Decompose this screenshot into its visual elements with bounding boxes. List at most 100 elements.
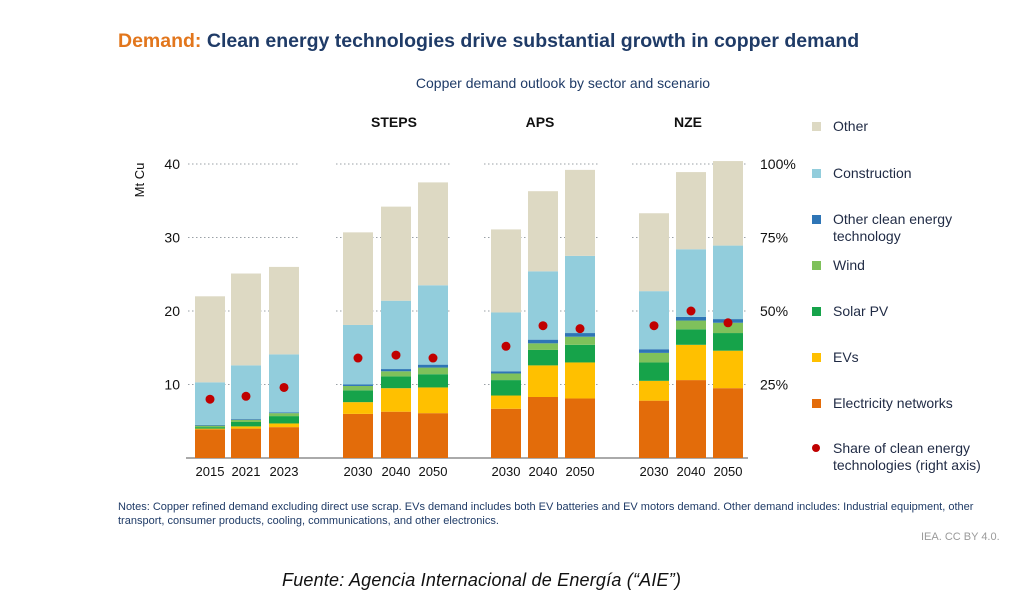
bar-segment: [195, 296, 225, 383]
bar-segment: [639, 380, 669, 401]
bar-segment: [418, 374, 448, 388]
legend-item-other: Other: [812, 118, 868, 135]
bar-segment: [676, 329, 706, 345]
legend-swatch-electricity-networks: [812, 399, 821, 408]
share-point: [241, 391, 251, 401]
legend-swatch-share: [812, 444, 820, 452]
bar-segment: [713, 161, 743, 246]
x-tick-label: 2050: [419, 464, 448, 479]
bar-segment: [713, 333, 743, 351]
bar-segment: [343, 384, 373, 386]
legend-swatch-solar-pv: [812, 307, 821, 316]
bar-segment: [343, 402, 373, 414]
bar-segment: [418, 387, 448, 414]
bar-segment: [639, 352, 669, 363]
bar-segment: [231, 426, 261, 429]
y2-tick-label: 100%: [760, 156, 796, 172]
bar-segment: [676, 249, 706, 317]
bar-segment: [231, 419, 261, 420]
share-point: [205, 394, 215, 404]
y2-tick-label: 25%: [760, 377, 788, 393]
y2-tick-label: 50%: [760, 303, 788, 319]
legend-item-share: Share of clean energy technologies (righ…: [812, 440, 987, 474]
bar-segment: [381, 369, 411, 372]
bar-segment: [676, 316, 706, 321]
x-tick-label: 2050: [714, 464, 743, 479]
bar-segment: [565, 336, 595, 345]
legend-item-solar-pv: Solar PV: [812, 303, 888, 320]
bar-segment: [528, 365, 558, 397]
bar-segment: [231, 419, 261, 422]
bar-segment: [639, 400, 669, 458]
bar-segment: [418, 182, 448, 286]
legend-item-wind: Wind: [812, 257, 865, 274]
bar-segment: [639, 349, 669, 353]
bar-segment: [195, 425, 225, 428]
share-point: [391, 350, 401, 360]
legend-swatch-construction: [812, 169, 821, 178]
bar-segment: [269, 427, 299, 458]
share-point: [279, 382, 289, 392]
bar-segment: [269, 423, 299, 428]
bar-segment: [381, 206, 411, 301]
scenario-label: NZE: [674, 114, 702, 130]
bar-segment: [231, 428, 261, 458]
legend-swatch-wind: [812, 261, 821, 270]
bar-segment: [491, 380, 521, 396]
bar-segment: [676, 380, 706, 458]
source-caption: Fuente: Agencia Internacional de Energía…: [282, 570, 682, 590]
bar-segment: [491, 395, 521, 409]
bar-segment: [713, 388, 743, 458]
y-tick-label: 20: [164, 303, 180, 319]
bar-segment: [528, 349, 558, 366]
page-title: Demand: Clean energy technologies drive …: [118, 30, 859, 53]
bar-segment: [491, 371, 521, 374]
bar-segment: [269, 413, 299, 417]
x-tick-label: 2040: [382, 464, 411, 479]
legend-item-construction: Construction: [812, 165, 912, 182]
legend-label-other-clean: Other clean energy technology: [833, 211, 953, 244]
bar-segment: [343, 413, 373, 458]
bar-segment: [269, 412, 299, 414]
legend-swatch-other: [812, 122, 821, 131]
bar-segment: [528, 191, 558, 272]
bar-segment: [491, 229, 521, 313]
bar-segment: [565, 398, 595, 458]
bar-segment: [639, 291, 669, 350]
x-tick-label: 2050: [566, 464, 595, 479]
legend-label-construction: Construction: [833, 165, 912, 181]
bar-segment: [418, 413, 448, 458]
title-lead: Demand:: [118, 30, 202, 52]
share-point: [538, 321, 548, 331]
bar-segment: [381, 376, 411, 389]
x-tick-label: 2030: [640, 464, 669, 479]
x-tick-label: 2040: [529, 464, 558, 479]
bar-segment: [381, 371, 411, 377]
bar-segment: [231, 421, 261, 427]
legend-item-evs: EVs: [812, 349, 859, 366]
bar-segment: [343, 385, 373, 391]
chart-title: Copper demand outlook by sector and scen…: [415, 75, 711, 91]
bar-segment: [269, 266, 299, 355]
legend-swatch-evs: [812, 353, 821, 362]
bar-segment: [491, 373, 521, 381]
bar-segment: [713, 245, 743, 320]
bar-segment: [343, 232, 373, 325]
bar-segment: [713, 322, 743, 334]
bar-segment: [565, 169, 595, 256]
bar-segment: [528, 339, 558, 344]
bar-segment: [565, 255, 595, 334]
legend-label-share: Share of clean energy technologies (righ…: [833, 440, 981, 473]
share-point: [575, 324, 585, 334]
bar-segment: [269, 416, 299, 424]
bar-segment: [565, 344, 595, 363]
chart-notes: Notes: Copper refined demand excluding d…: [118, 501, 974, 527]
legend-label-electricity-networks: Electricity networks: [833, 395, 953, 411]
bar-segment: [491, 408, 521, 458]
y-tick-label: 10: [164, 377, 180, 393]
bar-segment: [195, 427, 225, 429]
bar-segment: [418, 285, 448, 365]
x-tick-label: 2021: [232, 464, 261, 479]
share-point: [723, 318, 733, 328]
